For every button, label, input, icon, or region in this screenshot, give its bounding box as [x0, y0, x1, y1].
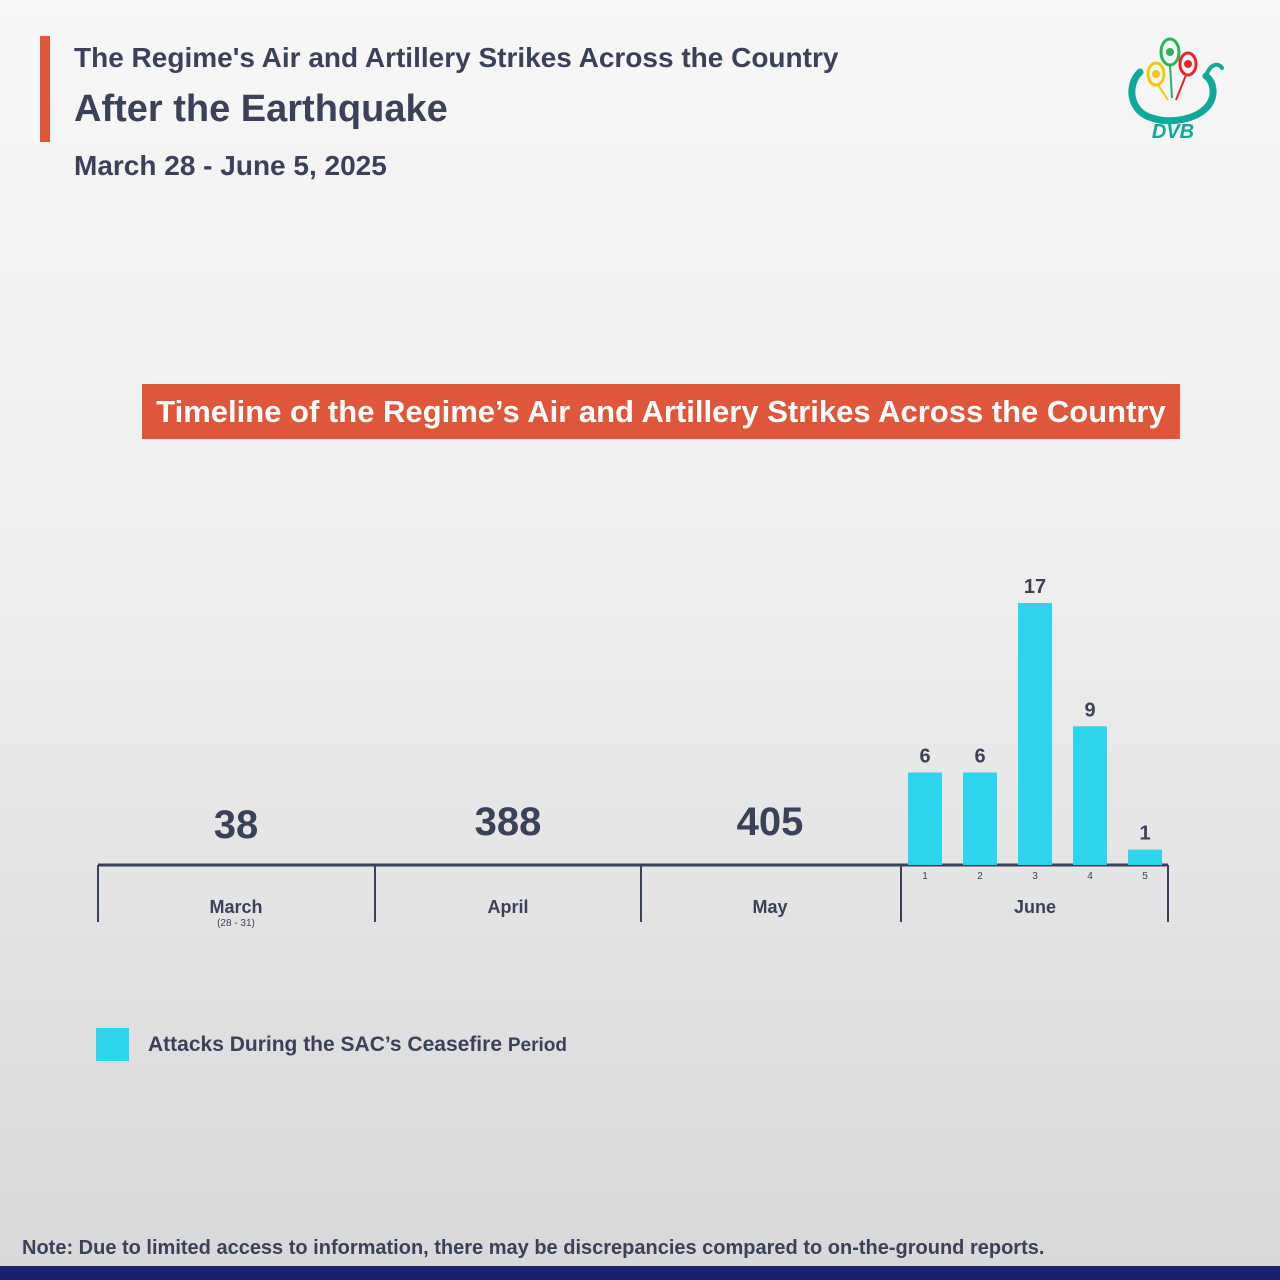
june-bar-label-3: 17: [1024, 576, 1046, 598]
june-bar-label-4: 9: [1084, 699, 1095, 721]
bottom-bar: [0, 1266, 1280, 1280]
page-title: The Regime's Air and Artillery Strikes A…: [74, 42, 839, 73]
chart-title-banner: Timeline of the Regime’s Air and Artille…: [142, 384, 1180, 439]
legend-label-main: Attacks During the SAC’s Ceasefire: [148, 1032, 502, 1056]
june-bar-2: [963, 772, 997, 865]
chart-legend: Attacks During the SAC’s Ceasefire Perio…: [96, 1028, 567, 1061]
dvb-logo: DVB: [1128, 37, 1224, 143]
legend-swatch: [96, 1028, 129, 1061]
legend-label-suffix: Period: [507, 1034, 567, 1056]
june-bar-1: [908, 772, 942, 865]
legend-label: Attacks During the SAC’s Ceasefire Perio…: [148, 1033, 567, 1057]
month-label-march: March: [209, 897, 262, 917]
june-bar-4: [1073, 726, 1107, 865]
month-label-april: April: [487, 897, 528, 917]
month-sublabel-march: (28 - 31): [217, 918, 255, 929]
june-bar-label-5: 1: [1139, 823, 1150, 845]
month-total-march: 38: [214, 803, 259, 847]
june-bar-3: [1018, 603, 1052, 865]
strikes-chart: 38 March(28 - 31) 388 April 405 May 6 1 6 2 17 3 9 4 1…: [97, 576, 1169, 929]
month-label-may: May: [752, 897, 787, 917]
june-day-tick-4: 4: [1087, 871, 1093, 882]
june-day-tick-3: 3: [1032, 871, 1038, 882]
date-range: March 28 - June 5, 2025: [74, 150, 387, 181]
month-label-june: June: [1014, 897, 1056, 917]
june-bar-label-1: 6: [919, 746, 930, 768]
accent-bar: [40, 36, 50, 142]
month-total-may: 405: [737, 800, 804, 844]
month-total-april: 388: [475, 800, 542, 844]
svg-text:DVB: DVB: [1152, 121, 1194, 143]
footnote: Note: Due to limited access to informati…: [22, 1237, 1045, 1259]
june-day-tick-1: 1: [922, 871, 928, 882]
june-bar-label-2: 6: [974, 746, 985, 768]
june-day-tick-2: 2: [977, 871, 983, 882]
june-bar-5: [1128, 849, 1162, 865]
page-subtitle: After the Earthquake: [74, 88, 448, 130]
june-day-tick-5: 5: [1142, 871, 1148, 882]
